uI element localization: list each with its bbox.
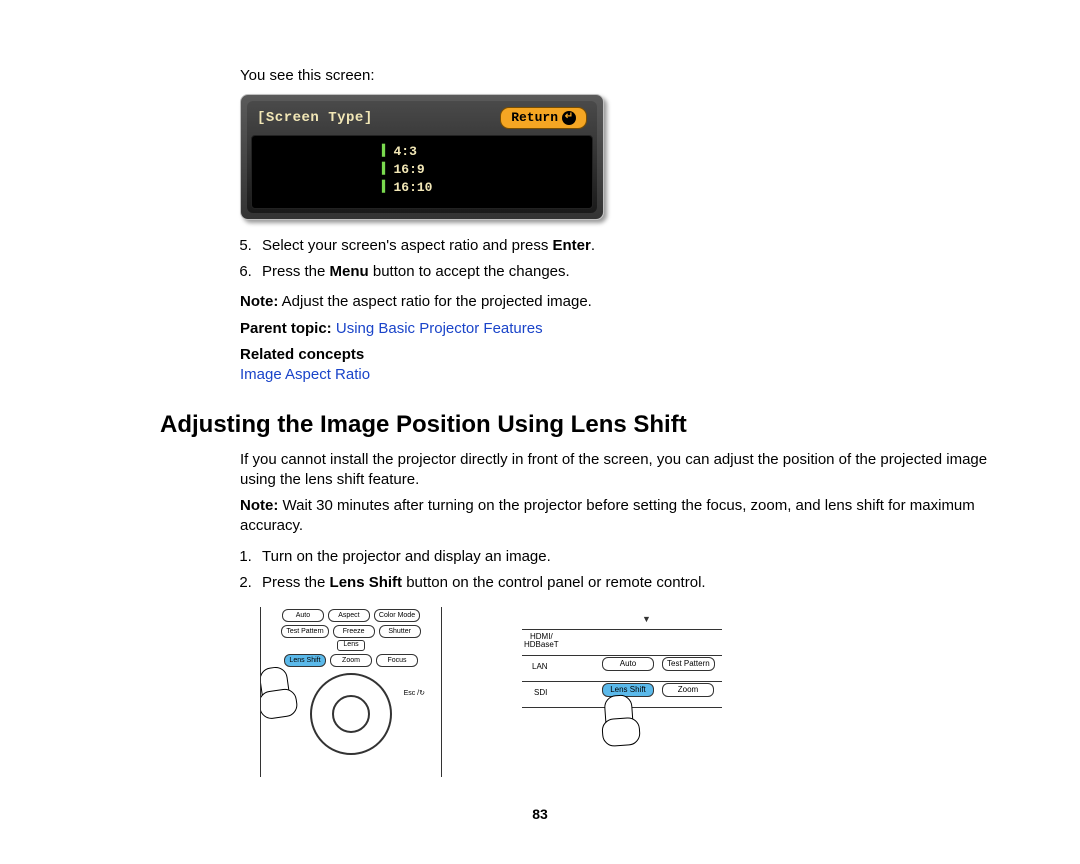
related-concepts: Related concepts Image Aspect Ratio (240, 345, 1000, 386)
parent-topic: Parent topic: Using Basic Projector Feat… (240, 319, 1000, 339)
step: Select your screen's aspect ratio and pr… (256, 236, 1000, 256)
panel-btn: Auto (602, 657, 654, 671)
remote-btn: Shutter (379, 625, 421, 638)
osd-return-button: Return ↵ (500, 107, 587, 129)
parent-topic-link[interactable]: Using Basic Projector Features (336, 320, 543, 337)
section-heading: Adjusting the Image Position Using Lens … (160, 409, 1000, 441)
remote-label: Esc /↻ (404, 689, 425, 698)
remote-btn: Color Mode (374, 609, 420, 622)
step: Press the Lens Shift button on the contr… (256, 573, 1000, 593)
osd-menu: [Screen Type] Return ↵ ▍4:3 ▍16:9 ▍16:10 (240, 94, 604, 220)
page-number: 83 (80, 805, 1000, 824)
remote-btn: Freeze (333, 625, 375, 638)
remote-btn-lens-shift: Lens Shift (284, 654, 326, 667)
step: Press the Menu button to accept the chan… (256, 262, 1000, 282)
osd-option: ▍16:9 (262, 162, 582, 178)
panel-illustration: ▼ HDMI/ HDBaseT LAN SDI Auto Test Patter… (522, 607, 722, 777)
intro-text: You see this screen: (240, 66, 1000, 86)
arrow-down-icon: ▼ (642, 613, 651, 625)
step-list-2: Turn on the projector and display an ima… (240, 547, 1000, 594)
step: Turn on the projector and display an ima… (256, 547, 1000, 567)
note: Note: Wait 30 minutes after turning on t… (240, 496, 1000, 537)
remote-btn: Focus (376, 654, 418, 667)
remote-btn: Zoom (330, 654, 372, 667)
body-para: If you cannot install the projector dire… (240, 450, 1000, 491)
osd-option: ▍4:3 (262, 144, 582, 160)
remote-btn: Test Pattern (281, 625, 328, 638)
hand-icon (604, 694, 634, 732)
panel-label: HDMI/ HDBaseT (524, 633, 559, 649)
note: Note: Adjust the aspect ratio for the pr… (240, 292, 1000, 312)
illustration-row: Auto Aspect Color Mode Test Pattern Free… (260, 607, 1000, 777)
panel-label: SDI (534, 689, 547, 697)
enter-icon: ↵ (562, 111, 576, 125)
remote-btn: Auto (282, 609, 324, 622)
panel-label: LAN (532, 663, 548, 671)
remote-dial (310, 673, 392, 755)
remote-illustration: Auto Aspect Color Mode Test Pattern Free… (260, 607, 442, 777)
lens-label: Lens (337, 640, 365, 650)
remote-btn: Aspect (328, 609, 370, 622)
step-list-1: Select your screen's aspect ratio and pr… (240, 236, 1000, 283)
related-link[interactable]: Image Aspect Ratio (240, 366, 370, 383)
panel-btn: Test Pattern (662, 657, 715, 671)
osd-option: ▍16:10 (262, 180, 582, 196)
panel-btn-lens-shift: Lens Shift (602, 683, 654, 697)
osd-title: [Screen Type] (257, 109, 373, 128)
hand-icon (260, 666, 291, 706)
panel-btn: Zoom (662, 683, 714, 697)
